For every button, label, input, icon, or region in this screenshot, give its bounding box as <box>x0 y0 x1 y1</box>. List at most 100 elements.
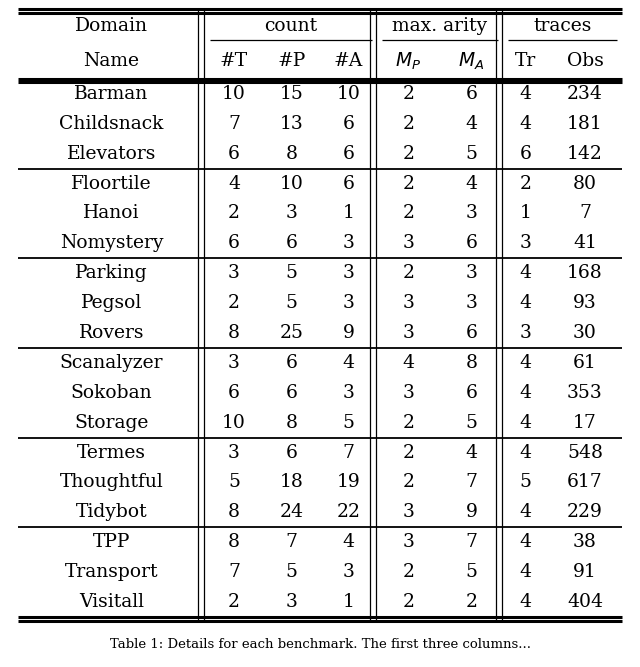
Text: 4: 4 <box>342 534 355 551</box>
Text: 5: 5 <box>285 563 298 581</box>
Text: 3: 3 <box>403 504 415 522</box>
Text: 1: 1 <box>342 205 355 222</box>
Text: count: count <box>264 17 317 35</box>
Text: 13: 13 <box>280 115 303 133</box>
Text: 353: 353 <box>567 384 603 402</box>
Text: 4: 4 <box>342 354 355 372</box>
Text: 4: 4 <box>228 175 240 193</box>
Text: 7: 7 <box>465 474 477 492</box>
Text: Visitall: Visitall <box>79 593 144 611</box>
Text: 38: 38 <box>573 534 597 551</box>
Text: Elevators: Elevators <box>67 145 156 163</box>
Text: 2: 2 <box>465 593 477 611</box>
Text: 3: 3 <box>342 234 355 252</box>
Text: 142: 142 <box>567 145 603 163</box>
Text: 4: 4 <box>403 354 415 372</box>
Text: 7: 7 <box>579 205 591 222</box>
Text: 4: 4 <box>520 384 531 402</box>
Text: 2: 2 <box>403 85 415 103</box>
Text: 3: 3 <box>342 384 355 402</box>
Text: 4: 4 <box>520 593 531 611</box>
Text: 2: 2 <box>403 563 415 581</box>
Text: 404: 404 <box>567 593 603 611</box>
Text: 4: 4 <box>520 504 531 522</box>
Text: 617: 617 <box>567 474 603 492</box>
Text: Termes: Termes <box>77 444 146 462</box>
Text: 1: 1 <box>520 205 531 222</box>
Text: 10: 10 <box>222 85 246 103</box>
Text: Rovers: Rovers <box>79 324 144 342</box>
Text: 4: 4 <box>520 534 531 551</box>
Text: 6: 6 <box>342 175 355 193</box>
Text: TPP: TPP <box>93 534 130 551</box>
Text: 6: 6 <box>465 384 477 402</box>
Text: 2: 2 <box>228 205 240 222</box>
Text: 8: 8 <box>465 354 477 372</box>
Text: 1: 1 <box>342 593 355 611</box>
Text: 6: 6 <box>465 85 477 103</box>
Text: 3: 3 <box>342 563 355 581</box>
Text: Name: Name <box>83 53 140 71</box>
Text: 234: 234 <box>567 85 603 103</box>
Text: 4: 4 <box>520 264 531 282</box>
Text: 10: 10 <box>280 175 303 193</box>
Text: 4: 4 <box>520 563 531 581</box>
Text: Scanalyzer: Scanalyzer <box>60 354 163 372</box>
Text: 181: 181 <box>567 115 603 133</box>
Text: 3: 3 <box>403 534 415 551</box>
Text: 3: 3 <box>403 234 415 252</box>
Text: 2: 2 <box>403 175 415 193</box>
Text: 4: 4 <box>465 175 477 193</box>
Text: 2: 2 <box>403 444 415 462</box>
Text: $M_A$: $M_A$ <box>458 51 484 72</box>
Text: 8: 8 <box>228 324 240 342</box>
Text: 5: 5 <box>228 474 240 492</box>
Text: 3: 3 <box>520 324 531 342</box>
Text: 3: 3 <box>285 205 298 222</box>
Text: Nomystery: Nomystery <box>60 234 163 252</box>
Text: 18: 18 <box>280 474 303 492</box>
Text: traces: traces <box>533 17 592 35</box>
Text: 2: 2 <box>403 264 415 282</box>
Text: 9: 9 <box>465 504 477 522</box>
Text: 6: 6 <box>228 234 240 252</box>
Text: 2: 2 <box>228 593 240 611</box>
Text: 6: 6 <box>465 324 477 342</box>
Text: 22: 22 <box>337 504 360 522</box>
Text: 3: 3 <box>228 444 240 462</box>
Text: 3: 3 <box>403 384 415 402</box>
Text: Storage: Storage <box>74 414 148 432</box>
Text: 4: 4 <box>520 414 531 432</box>
Text: 7: 7 <box>465 534 477 551</box>
Text: 6: 6 <box>342 145 355 163</box>
Text: Domain: Domain <box>75 17 148 35</box>
Text: 2: 2 <box>403 205 415 222</box>
Text: 5: 5 <box>342 414 355 432</box>
Text: 5: 5 <box>520 474 531 492</box>
Text: 6: 6 <box>342 115 355 133</box>
Text: Sokoban: Sokoban <box>70 384 152 402</box>
Text: 3: 3 <box>403 294 415 312</box>
Text: 3: 3 <box>520 234 531 252</box>
Text: 7: 7 <box>342 444 355 462</box>
Text: 4: 4 <box>520 85 531 103</box>
Text: $M_P$: $M_P$ <box>396 51 422 72</box>
Text: Table 1: Details for each benchmark. The first three columns...: Table 1: Details for each benchmark. The… <box>109 638 531 652</box>
Text: 3: 3 <box>465 294 477 312</box>
Text: 5: 5 <box>465 145 477 163</box>
Text: 93: 93 <box>573 294 597 312</box>
Text: Tidybot: Tidybot <box>76 504 147 522</box>
Text: 8: 8 <box>228 504 240 522</box>
Text: 41: 41 <box>573 234 597 252</box>
Text: 3: 3 <box>228 354 240 372</box>
Text: Parking: Parking <box>75 264 148 282</box>
Text: 5: 5 <box>465 563 477 581</box>
Text: Barman: Barman <box>74 85 148 103</box>
Text: 10: 10 <box>222 414 246 432</box>
Text: 4: 4 <box>520 354 531 372</box>
Text: 25: 25 <box>280 324 303 342</box>
Text: 2: 2 <box>403 474 415 492</box>
Text: Obs: Obs <box>566 53 604 71</box>
Text: 9: 9 <box>342 324 355 342</box>
Text: Floortile: Floortile <box>71 175 152 193</box>
